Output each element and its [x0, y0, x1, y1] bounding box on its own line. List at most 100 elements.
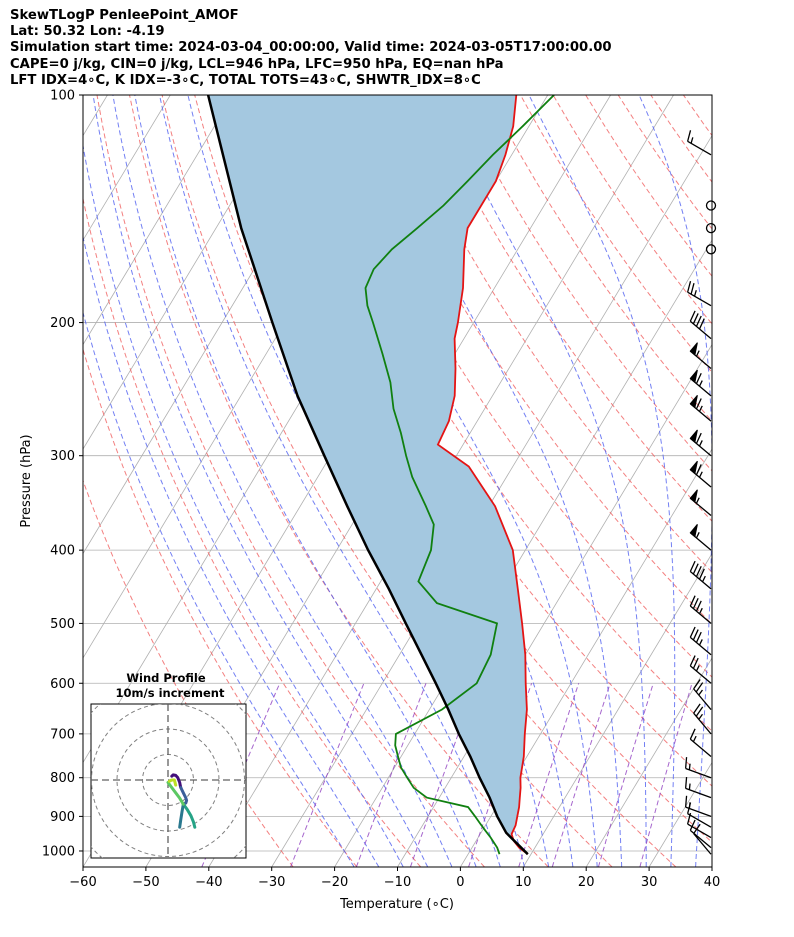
y-tick-label: 300 — [50, 449, 75, 464]
isotherm-line — [271, 134, 712, 867]
wind-barb — [689, 626, 712, 656]
hodograph-trace — [179, 786, 189, 806]
x-tick-label: −20 — [321, 875, 348, 890]
wind-barb — [705, 244, 717, 255]
hodograph-trace — [178, 802, 185, 829]
wind-barb — [693, 703, 712, 735]
dry-adiabat-line — [324, 95, 712, 678]
hodograph-trace — [166, 781, 185, 806]
dry-adiabat-line — [96, 95, 485, 867]
y-tick-label: 900 — [50, 810, 75, 825]
y-axis-label: Pressure (hPa) — [19, 434, 34, 527]
moist-adiabat-line — [134, 95, 477, 867]
hodograph-trace — [170, 773, 183, 790]
mixing-ratio-line — [639, 683, 693, 867]
dry-adiabat-line — [487, 95, 712, 422]
dry-adiabat-line — [83, 347, 358, 867]
moist-adiabat-line — [83, 143, 404, 867]
isotherm-line — [522, 552, 712, 867]
x-tick-label: −60 — [69, 875, 96, 890]
y-tick-label: 400 — [50, 544, 75, 559]
wind-barb — [705, 200, 717, 211]
x-tick-label: 0 — [456, 875, 464, 890]
moist-adiabat-line — [437, 95, 647, 867]
isotherm-line — [585, 657, 712, 867]
x-axis-label: Temperature (∘C) — [339, 897, 454, 912]
title-line-location: Lat: 50.32 Lon: -4.19 — [10, 24, 165, 40]
chart-title-block: SkewTLogP PenleePoint_AMOF Lat: 50.32 Lo… — [10, 8, 612, 89]
temperature-profile-line — [436, 95, 529, 855]
hodograph-title: Wind Profile — [126, 671, 206, 685]
isotherm-line — [711, 866, 712, 867]
wind-barb — [689, 560, 712, 590]
cin-cape-shading — [208, 95, 528, 855]
y-tick-label: 600 — [50, 677, 75, 692]
wind-barb — [689, 819, 712, 849]
wind-barb — [689, 310, 712, 340]
wind-barb — [689, 460, 712, 488]
y-tick-label: 700 — [50, 727, 75, 742]
hodograph-trace — [181, 802, 197, 829]
wind-barb — [689, 595, 712, 624]
dewpoint-profile-line — [364, 95, 555, 855]
wind-barb — [684, 776, 712, 799]
wind-barb — [689, 524, 712, 551]
x-tick-label: 20 — [578, 875, 595, 890]
dry-adiabat-line — [389, 95, 712, 574]
x-tick-label: 30 — [641, 875, 658, 890]
isotherm-line — [334, 239, 712, 867]
isotherm-line — [775, 95, 794, 867]
x-tick-label: −50 — [132, 875, 159, 890]
mixing-ratio-line — [597, 683, 654, 867]
wind-barb — [689, 655, 712, 684]
moist-adiabat-line — [112, 95, 453, 867]
dry-adiabat-line — [83, 196, 422, 867]
title-line-times: Simulation start time: 2024-03-04_00:00:… — [10, 40, 612, 56]
wind-barb — [684, 757, 712, 779]
isotherm-line — [83, 95, 171, 241]
x-tick-label: 10 — [515, 875, 532, 890]
hodograph-trace — [167, 778, 178, 787]
y-tick-label: 800 — [50, 771, 75, 786]
hodograph-inset: Wind Profile 10m/s increment — [90, 671, 247, 859]
dry-adiabat-line — [422, 95, 712, 522]
isotherm-line — [83, 95, 297, 450]
moist-adiabat-line — [83, 234, 380, 867]
y-tick-label: 500 — [50, 617, 75, 632]
hodograph-subtitle: 10m/s increment — [116, 686, 225, 700]
dry-adiabat-line — [749, 95, 794, 867]
x-tick-label: 40 — [704, 875, 721, 890]
y-tick-label: 100 — [50, 89, 75, 104]
profile-lines — [206, 95, 555, 856]
dry-adiabat-line — [83, 479, 294, 867]
y-tick-label: 1000 — [42, 844, 75, 859]
mixing-ratio-line — [290, 683, 365, 867]
moist-adiabat-line — [83, 310, 355, 867]
wind-barb — [689, 489, 712, 517]
wind-barb — [686, 281, 712, 307]
title-line-station: SkewTLogP PenleePoint_AMOF — [10, 8, 239, 23]
wind-barb — [693, 679, 712, 710]
parcel-path-line — [206, 95, 529, 856]
wind-barb — [705, 222, 717, 234]
x-tick-label: −40 — [195, 875, 222, 890]
wind-barb — [686, 130, 712, 156]
title-line-indices-1: CAPE=0 j/kg, CIN=0 j/kg, LCL=946 hPa, LF… — [10, 56, 504, 72]
wind-barb — [689, 394, 712, 422]
isotherm-line — [83, 95, 234, 346]
moist-adiabat-line — [159, 95, 501, 867]
x-tick-label: −30 — [258, 875, 285, 890]
wind-barb — [689, 429, 712, 457]
y-tick-label: 200 — [50, 316, 75, 331]
mixing-ratio-line — [518, 683, 580, 867]
wind-barb — [689, 728, 712, 758]
mixing-ratio-line — [551, 683, 611, 867]
mixing-ratio-line — [355, 683, 427, 867]
wind-barb — [689, 369, 712, 397]
axes: −60 −50 −40 −30 −20 −10 0 10 20 30 40 1000 900 800 700… — [42, 89, 720, 891]
title-line-indices-2: LFT IDX=4∘C, K IDX=-3∘C, TOTAL TOTS=43∘C… — [10, 72, 481, 88]
moist-adiabat-line — [92, 95, 429, 867]
wind-barbs — [684, 130, 717, 855]
moist-adiabat-line — [638, 95, 712, 867]
